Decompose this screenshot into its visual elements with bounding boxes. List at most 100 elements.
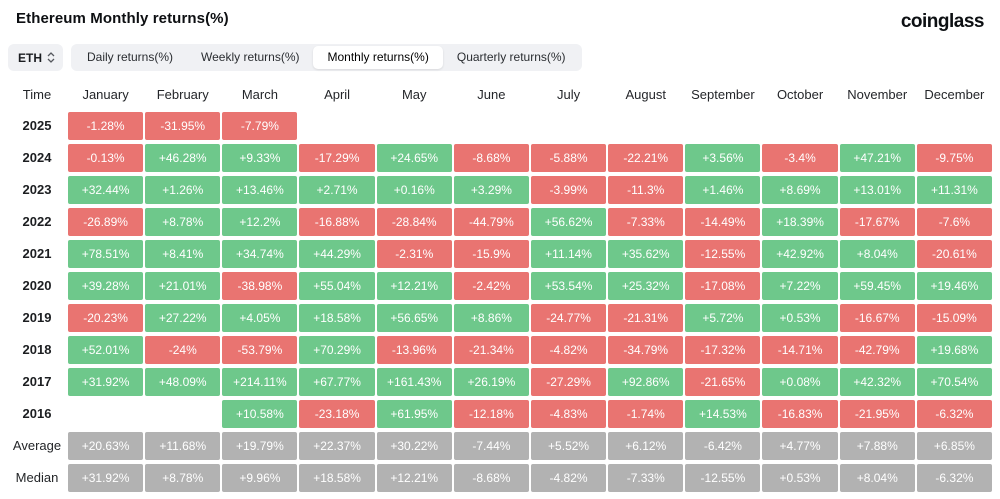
return-cell: -0.13%	[68, 144, 144, 172]
month-header: March	[241, 87, 278, 102]
return-cell: +2.71%	[299, 176, 375, 204]
return-cell: -21.65%	[685, 368, 761, 396]
return-cell: -16.67%	[839, 304, 915, 332]
return-cell: +1.46%	[685, 176, 761, 204]
return-cell	[840, 112, 915, 140]
return-cell: +8.04%	[839, 464, 915, 492]
month-header: January	[82, 87, 129, 102]
returns-table: Time January February March April May June July…	[8, 79, 992, 492]
return-cell: +56.62%	[530, 208, 607, 236]
row-label: 2021	[22, 246, 52, 261]
return-cell: -7.44%	[453, 432, 529, 460]
tab-quarterly[interactable]: Quarterly returns(%)	[456, 50, 566, 64]
return-cell: -38.98%	[222, 272, 298, 300]
tab-monthly[interactable]: Monthly returns(%)	[313, 46, 443, 69]
return-cell: +19.68%	[916, 336, 992, 364]
return-cell: +4.77%	[762, 432, 838, 460]
return-cell: +161.43%	[376, 368, 452, 396]
tab-bar: Daily returns(%) Weekly returns(%) Monthly…	[71, 44, 582, 71]
return-cell: -7.33%	[608, 208, 684, 236]
return-cell: +6.85%	[916, 432, 992, 460]
month-header: July	[557, 87, 581, 102]
return-cell: +52.01%	[68, 336, 144, 364]
return-cell: -14.49%	[685, 208, 761, 236]
month-header: May	[401, 87, 427, 102]
return-cell: -44.79%	[453, 208, 529, 236]
return-cell: +0.53%	[762, 304, 838, 332]
return-cell: -12.55%	[685, 240, 761, 268]
return-cell: +22.37%	[299, 432, 375, 460]
return-cell: +55.04%	[299, 272, 375, 300]
return-cell: -12.18%	[453, 400, 529, 428]
return-cell: -24.77%	[530, 304, 607, 332]
return-cell: +12.21%	[376, 272, 452, 300]
return-cell: +35.62%	[608, 240, 684, 268]
return-cell	[608, 112, 683, 140]
return-cell: -5.88%	[530, 144, 607, 172]
return-cell: +0.08%	[762, 368, 838, 396]
return-cell: +7.88%	[839, 432, 915, 460]
return-cell: +214.11%	[222, 368, 298, 396]
return-cell: +3.29%	[453, 176, 529, 204]
return-cell: +56.65%	[376, 304, 452, 332]
month-header: April	[324, 87, 351, 102]
return-cell: +6.12%	[608, 432, 684, 460]
symbol-select-value: ETH	[18, 50, 42, 65]
return-cell	[145, 400, 220, 428]
tab-weekly[interactable]: Weekly returns(%)	[201, 50, 300, 64]
return-cell: +42.92%	[762, 240, 838, 268]
return-cell	[377, 112, 452, 140]
return-cell: +5.52%	[530, 432, 607, 460]
row-label: 2018	[22, 342, 52, 357]
return-cell: +25.32%	[608, 272, 684, 300]
return-cell: +9.96%	[222, 464, 298, 492]
month-header: June	[477, 87, 506, 102]
return-cell: -26.89%	[68, 208, 144, 236]
return-cell: -31.95%	[145, 112, 221, 140]
return-cell: +11.14%	[530, 240, 607, 268]
return-cell: +9.33%	[222, 144, 298, 172]
return-cell: -34.79%	[608, 336, 684, 364]
return-cell: -4.82%	[530, 464, 607, 492]
row-label: 2022	[22, 214, 52, 229]
return-cell: +92.86%	[608, 368, 684, 396]
return-cell: +70.29%	[299, 336, 375, 364]
symbol-select[interactable]: ETH	[8, 44, 63, 71]
return-cell: +47.21%	[839, 144, 915, 172]
return-cell: +1.26%	[145, 176, 221, 204]
return-cell: -16.83%	[762, 400, 838, 428]
month-header: October	[776, 87, 824, 102]
return-cell: +32.44%	[68, 176, 144, 204]
return-cell: +30.22%	[376, 432, 452, 460]
month-header: November	[847, 87, 908, 102]
return-cell: -8.68%	[453, 464, 529, 492]
return-cell: -17.67%	[839, 208, 915, 236]
return-cell	[917, 112, 992, 140]
return-cell: +53.54%	[530, 272, 607, 300]
return-cell: -9.75%	[916, 144, 992, 172]
return-cell	[531, 112, 606, 140]
return-cell: +46.28%	[145, 144, 221, 172]
return-cell: +21.01%	[145, 272, 221, 300]
row-label: 2019	[22, 310, 52, 325]
return-cell	[454, 112, 529, 140]
return-cell: +19.79%	[222, 432, 298, 460]
row-label: Average	[12, 438, 62, 453]
month-header: August	[625, 87, 666, 102]
return-cell: +27.22%	[145, 304, 221, 332]
return-cell: -13.96%	[376, 336, 452, 364]
month-header: February	[156, 87, 209, 102]
return-cell: -21.31%	[608, 304, 684, 332]
updown-icon	[47, 52, 55, 63]
return-cell: +8.86%	[453, 304, 529, 332]
return-cell: -27.29%	[530, 368, 607, 396]
return-cell	[685, 112, 760, 140]
tab-daily[interactable]: Daily returns(%)	[87, 50, 174, 64]
controls-row: ETH Daily returns(%) Weekly returns(%) Mon…	[8, 44, 992, 71]
month-header: September	[691, 87, 755, 102]
return-cell: +18.39%	[762, 208, 838, 236]
return-cell: +39.28%	[68, 272, 144, 300]
return-cell: -3.4%	[762, 144, 838, 172]
return-cell: -15.9%	[453, 240, 529, 268]
return-cell: +14.53%	[685, 400, 761, 428]
